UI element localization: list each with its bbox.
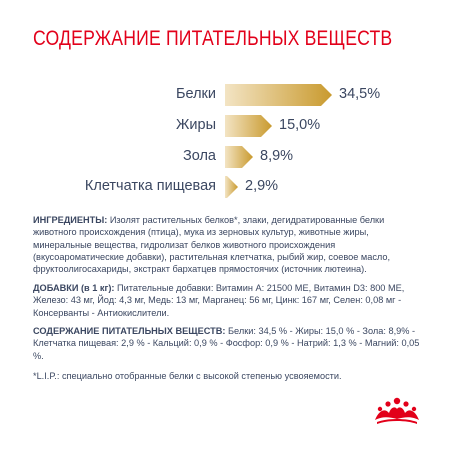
nutrient-label: Клетчатка пищевая [84,178,216,194]
page-title: СОДЕРЖАНИЕ ПИТАТЕЛЬНЫХ ВЕЩЕСТВ [33,27,393,50]
ingredients-paragraph: ИНГРЕДИЕНТЫ: Изолят растительных белков*… [33,214,428,275]
nutrient-value: 8,9% [260,148,294,164]
nutrient-value: 15,0% [279,117,321,133]
nutrient-bar [225,176,238,198]
nutrient-label: Зола [182,148,216,164]
nutrient-bar [225,115,272,137]
nutrient-value: 34,5% [339,86,381,102]
nutrient-label: Белки [175,86,216,102]
ingredients-text: Изолят растительных белков*, злаки, деги… [33,215,391,275]
composition-heading: СОДЕРЖАНИЕ ПИТАТЕЛЬНЫХ ВЕЩЕСТВ: [33,326,226,336]
additives-heading: ДОБАВКИ (в 1 кг): [33,283,115,293]
composition-paragraph: СОДЕРЖАНИЕ ПИТАТЕЛЬНЫХ ВЕЩЕСТВ: Белки: 3… [33,325,428,362]
ingredients-heading: ИНГРЕДИЕНТЫ: [33,215,108,225]
additives-text: Питательные добавки: Витамин А: 21500 МЕ… [33,283,405,318]
nutrient-bar [225,84,332,106]
composition-text: Белки: 34,5 % - Жиры: 15,0 % - Зола: 8,9… [33,326,420,361]
royal-canin-crown-icon [371,396,423,431]
additives-paragraph: ДОБАВКИ (в 1 кг): Питательные добавки: В… [33,282,428,319]
nutrient-bar [225,146,253,168]
nutrient-value: 2,9% [245,178,279,194]
nutrient-label: Жиры [176,117,216,133]
footnote: *L.I.P.: специально отобранные белки с в… [33,371,342,381]
